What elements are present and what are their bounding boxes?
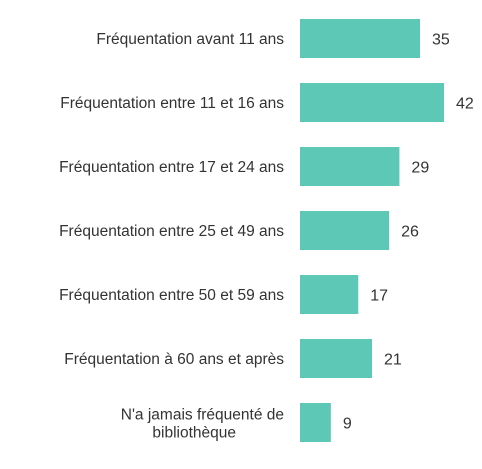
category-label: Fréquentation à 60 ans et après xyxy=(64,351,284,368)
category-label: Fréquentation entre 50 et 59 ans xyxy=(59,287,284,304)
bar xyxy=(300,83,444,122)
value-label: 35 xyxy=(432,32,450,49)
value-label: 26 xyxy=(401,224,419,241)
bar xyxy=(300,211,390,250)
category-label: Fréquentation entre 17 et 24 ans xyxy=(59,159,284,176)
bar xyxy=(300,19,420,58)
category-label: Fréquentation entre 11 et 16 ans xyxy=(60,95,284,112)
bar xyxy=(300,275,359,314)
category-label: Fréquentation avant 11 ans xyxy=(96,31,284,48)
value-label: 21 xyxy=(384,352,402,369)
bar xyxy=(300,403,331,442)
bar xyxy=(300,339,372,378)
value-label: 42 xyxy=(456,96,474,113)
value-label: 9 xyxy=(343,416,352,433)
value-label: 29 xyxy=(411,160,429,177)
category-label: N'a jamais fréquenté de bibliothèque xyxy=(121,407,284,442)
category-label: Fréquentation entre 25 et 49 ans xyxy=(59,223,284,240)
bar xyxy=(300,147,400,186)
value-label: 17 xyxy=(370,288,388,305)
